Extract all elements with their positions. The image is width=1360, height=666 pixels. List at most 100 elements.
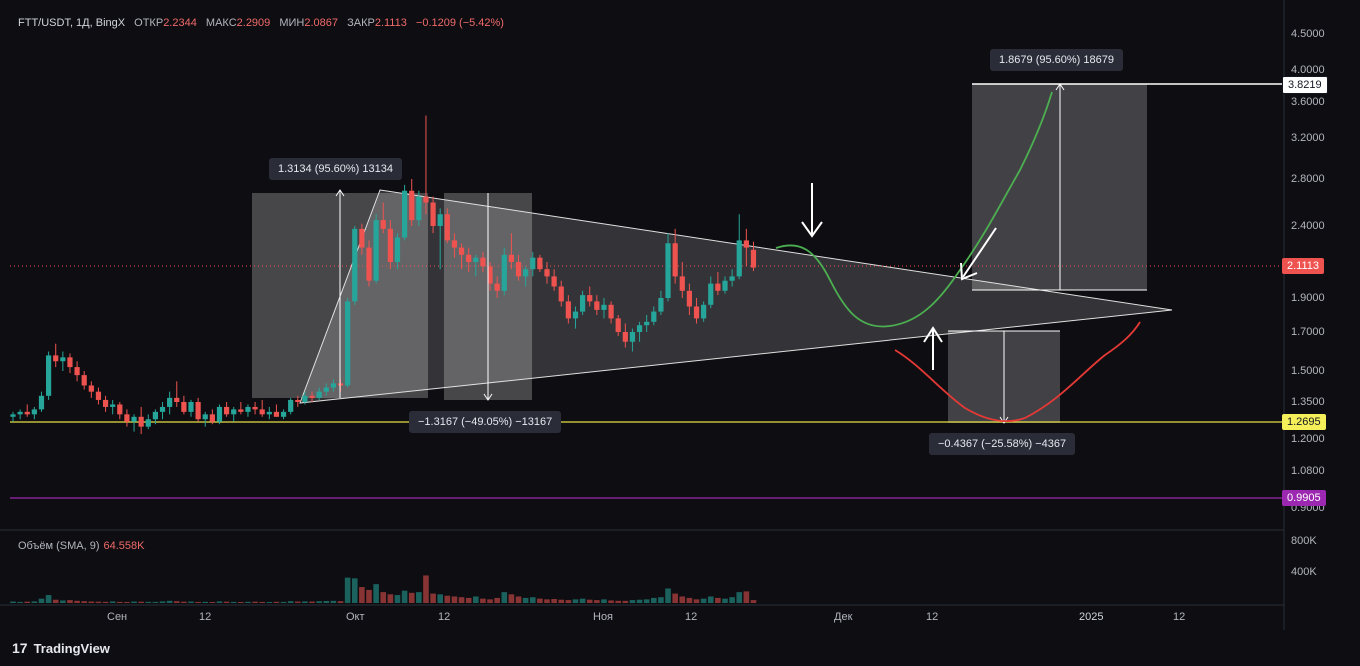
- candle: [202, 414, 208, 420]
- volume-bar: [373, 584, 379, 603]
- volume-bar: [259, 601, 265, 603]
- candle: [224, 406, 230, 415]
- volume-bar: [686, 597, 693, 603]
- bullish-projection-path[interactable]: [775, 91, 1053, 328]
- volume-bar: [109, 601, 116, 603]
- open-value: 2.2344: [163, 17, 197, 29]
- volume-bar: [501, 592, 508, 603]
- volume-bar: [88, 601, 95, 603]
- current-price-tag[interactable]: 2.1113: [1282, 258, 1325, 274]
- time-axis-label: 2025: [1079, 611, 1104, 623]
- support-price-tag[interactable]: 1.2695: [1282, 414, 1326, 430]
- volume-bar: [273, 601, 280, 603]
- bearish-projection-path[interactable]: [894, 321, 1141, 423]
- measure-label-drop[interactable]: −1.3167 (−49.05%) −13167: [409, 411, 562, 433]
- candles-series[interactable]: [10, 115, 757, 435]
- candle: [394, 237, 401, 262]
- volume-label: Объём (SMA, 9): [18, 540, 100, 552]
- symbol-title[interactable]: FTT/USDT, 1Д, BingX: [18, 17, 126, 29]
- candle: [572, 311, 579, 319]
- volume-legend[interactable]: Объём (SMA, 9) 64.558K: [18, 540, 144, 552]
- volume-bar: [679, 596, 686, 603]
- candle: [458, 247, 465, 255]
- candle: [359, 228, 365, 248]
- volume-bar: [529, 597, 536, 603]
- target-price-tag[interactable]: 3.8219: [1282, 76, 1328, 94]
- volume-bar: [715, 597, 721, 603]
- tradingview-logo-icon: 17: [12, 640, 28, 656]
- candle: [508, 254, 514, 262]
- high-label: МАКС: [205, 17, 237, 29]
- chart-legend[interactable]: FTT/USDT, 1Д, BingX ОТКР2.2344 МАКС2.290…: [18, 17, 504, 29]
- candle: [423, 196, 429, 203]
- candle: [316, 391, 322, 398]
- price-axis-label: 2.4000: [1291, 220, 1325, 232]
- volume-bar: [166, 600, 173, 603]
- candle: [31, 409, 37, 415]
- candle: [53, 355, 59, 362]
- volume-bar: [195, 601, 201, 603]
- time-axis-label: 12: [438, 611, 451, 623]
- price-axis-label: 3.2000: [1291, 132, 1325, 144]
- measure-label-rise[interactable]: 1.3134 (95.60%) 13134: [269, 158, 402, 180]
- candle: [323, 387, 329, 392]
- candle: [60, 357, 66, 362]
- volume-bar: [451, 596, 458, 603]
- volume-bar: [707, 596, 714, 603]
- volume-bar: [330, 600, 337, 603]
- candle: [74, 367, 80, 376]
- candle: [216, 406, 223, 422]
- volume-bar: [537, 598, 543, 603]
- volume-bar: [558, 599, 565, 603]
- volume-bar: [117, 601, 123, 603]
- candle: [352, 228, 358, 302]
- candle: [46, 355, 52, 396]
- candle: [693, 306, 700, 319]
- candle: [565, 301, 571, 319]
- candle: [295, 399, 301, 402]
- measure-label-target-drop[interactable]: −0.4367 (−25.58%) −4367: [929, 433, 1076, 455]
- candle: [110, 404, 116, 407]
- candle: [594, 301, 600, 310]
- volume-bar: [280, 601, 287, 603]
- candle: [67, 357, 73, 368]
- candle: [601, 304, 607, 310]
- volume-bar: [67, 600, 73, 603]
- volume-bar: [651, 597, 657, 603]
- candle: [651, 311, 657, 322]
- time-axis-label: 12: [1173, 611, 1186, 623]
- candle: [715, 283, 721, 291]
- candle: [679, 276, 685, 291]
- candle: [494, 283, 500, 291]
- time-axis-label: 12: [685, 611, 698, 623]
- candle: [309, 395, 315, 398]
- volume-bar: [437, 594, 443, 603]
- candle: [145, 419, 151, 427]
- low-value: 2.0867: [304, 17, 339, 29]
- candle: [366, 247, 372, 281]
- volume-bar: [416, 592, 422, 603]
- candle: [658, 298, 664, 312]
- close-value: 2.1113: [374, 17, 407, 29]
- volume-bar: [465, 597, 472, 603]
- candle: [487, 266, 493, 284]
- volume-bar: [458, 597, 465, 603]
- volume-bar: [565, 600, 572, 603]
- volume-bar: [408, 592, 415, 603]
- annotation-arrows[interactable]: [801, 183, 997, 370]
- candle: [302, 395, 308, 402]
- candle: [523, 269, 529, 277]
- candle: [501, 254, 507, 291]
- brand-name: TradingView: [33, 640, 110, 656]
- volume-bar: [344, 577, 351, 603]
- volume-bar: [380, 592, 387, 603]
- low-price-tag[interactable]: 0.9905: [1282, 490, 1326, 506]
- tradingview-logo[interactable]: 17 TradingView: [12, 640, 110, 656]
- candle: [124, 414, 130, 422]
- candle: [722, 280, 728, 291]
- measure-label-target-rise[interactable]: 1.8679 (95.60%) 18679: [990, 49, 1123, 71]
- volume-bar: [359, 587, 365, 603]
- volume-bar: [295, 601, 301, 603]
- candle: [644, 321, 650, 326]
